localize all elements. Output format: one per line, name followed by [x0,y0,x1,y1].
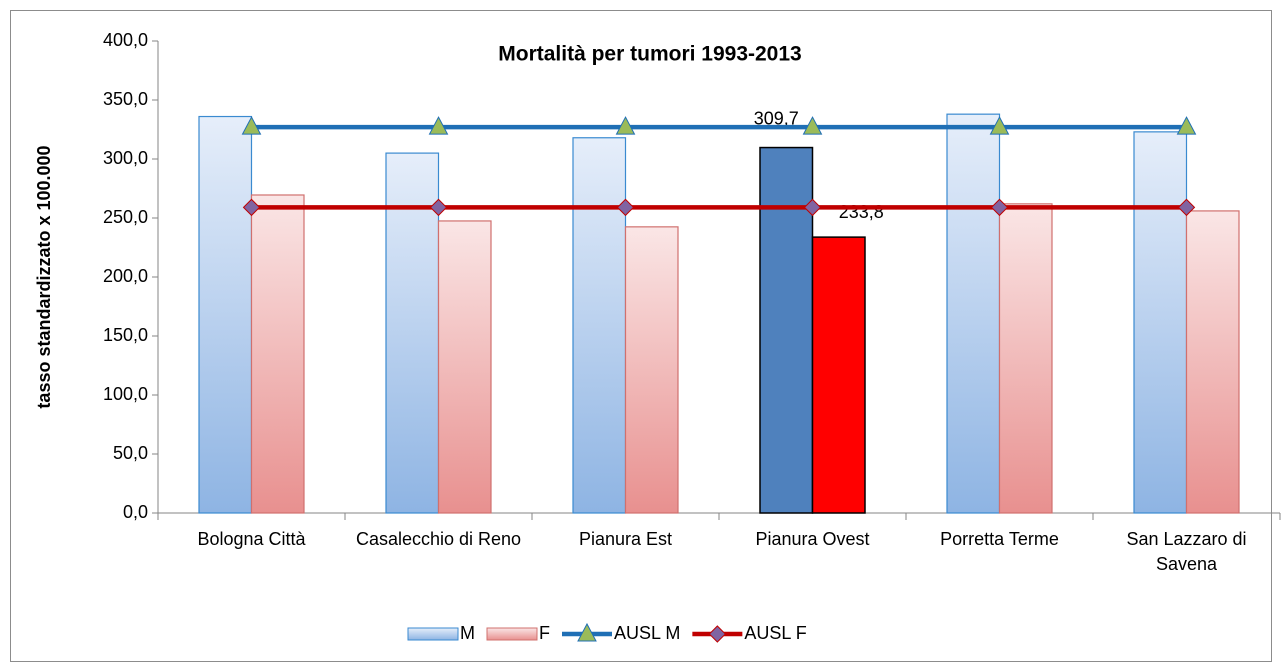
bar [624,226,679,514]
line-marker [577,622,597,642]
line-marker [241,116,262,135]
bar [998,203,1053,514]
chart-title: Mortalità per tumori 1993-2013 [498,43,801,66]
y-tick-label: 0,0 [123,502,148,522]
y-tick-label: 150,0 [103,325,148,345]
line-marker [708,625,727,643]
line-marker [242,198,261,217]
line-marker [616,198,635,217]
y-axis-label: tasso standardizzato x 100.000 [34,145,54,408]
y-tick-label: 200,0 [103,266,148,286]
data-label: 233,8 [839,202,884,222]
legend-swatch [486,627,538,641]
legend-label: AUSL F [744,623,806,643]
bar [385,152,440,514]
line-marker [1176,116,1197,135]
y-tick-label: 50,0 [113,443,148,463]
line-marker [428,116,449,135]
y-tick-label: 350,0 [103,89,148,109]
x-tick-label: Porretta Terme [940,529,1059,549]
legend-label: M [460,623,475,643]
bar [198,115,253,514]
y-tick-label: 300,0 [103,148,148,168]
line-marker [803,198,822,217]
line-marker [989,116,1010,135]
legend-label: F [539,623,550,643]
line-marker [429,198,448,217]
x-tick-label: San Lazzaro di Savena [1126,529,1247,574]
x-tick-label: Casalecchio di Reno [355,529,522,549]
bar [946,113,1001,514]
bar [1185,210,1240,514]
y-tick-label: 250,0 [103,207,148,227]
line-marker [802,116,823,135]
bar [1133,131,1188,514]
bar [437,220,492,514]
data-label: 309,7 [754,108,799,128]
legend-swatch [407,627,459,641]
bar [811,236,866,514]
x-tick-label: Bologna Città [197,529,306,549]
line-marker [990,198,1009,217]
bar [572,137,627,514]
x-tick-label: Pianura Ovest [755,529,870,549]
bar [250,194,305,514]
bar [759,146,814,514]
line-marker [1177,198,1196,217]
x-tick-label: Pianura Est [578,529,673,549]
y-tick-label: 400,0 [103,30,148,50]
legend-label: AUSL M [614,623,680,643]
y-tick-label: 100,0 [103,384,148,404]
line-marker [615,116,636,135]
